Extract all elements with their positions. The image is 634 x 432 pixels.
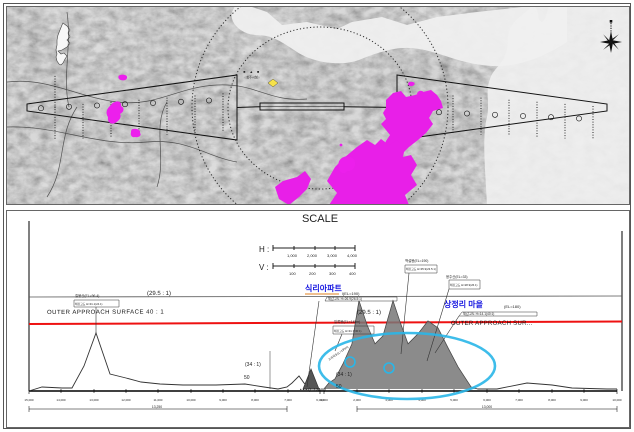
svg-text:9,000: 9,000 [219,398,227,402]
svg-text:체감고도 H=28.9(26.1): 체감고도 H=28.9(26.1) [450,283,478,287]
svg-text:체감고도 H=31.7(30:1): 체감고도 H=31.7(30:1) [334,329,362,333]
svg-text:칠봉산(EL=96.4): 칠봉산(EL=96.4) [75,293,99,298]
svg-text:OUTER APPROACH SUR...: OUTER APPROACH SUR... [451,321,533,327]
svg-text:10,000: 10,000 [612,398,622,402]
svg-text:11,000: 11,000 [154,398,163,402]
svg-text:15,000: 15,000 [24,398,34,402]
svg-text:V :: V : [259,263,269,272]
svg-text:6,000: 6,000 [483,398,491,402]
svg-text:8,000: 8,000 [548,398,556,402]
svg-text:2,000: 2,000 [353,398,361,402]
svg-text:○청주시청○: ○청주시청○ [244,75,260,80]
svg-text:체감고도 H=35.9(23.5:1): 체감고도 H=35.9(23.5:1) [406,267,436,271]
svg-text:(EL=180): (EL=180) [504,304,521,309]
svg-text:13,000: 13,000 [89,398,99,402]
svg-text:300: 300 [329,271,336,276]
svg-text:5,000: 5,000 [450,398,458,402]
svg-text:(34 : 1): (34 : 1) [245,362,261,368]
svg-text:8,000: 8,000 [251,398,259,402]
svg-text:■ ▲ ■: ■ ▲ ■ [243,70,260,74]
svg-text:OUTER APPROACH SURFACE 40: OUTER APPROACH SURFACE 40 : 1 [47,310,164,316]
svg-text:응주산(EL=33): 응주산(EL=33) [446,274,468,279]
svg-text:50: 50 [336,384,342,390]
svg-text:l(EL=190): l(EL=190) [342,291,360,296]
svg-text:2,000: 2,000 [307,253,318,258]
svg-text:1,000: 1,000 [320,398,328,402]
svg-text:H :: H : [259,245,269,254]
svg-text:(34 : 1): (34 : 1) [336,372,352,378]
svg-text:체감고도 H=26.9(26.5:1): 체감고도 H=26.9(26.5:1) [328,296,362,301]
svg-text:체감고도 H=31.1(24.1): 체감고도 H=31.1(24.1) [75,302,103,306]
svg-text:SCALE: SCALE [302,213,338,225]
svg-text:• • • (L,134m): • • • (L,134m) [300,387,326,392]
svg-text:50: 50 [244,375,250,381]
svg-text:(29.5 : 1): (29.5 : 1) [147,291,171,297]
svg-text:7,000: 7,000 [515,398,523,402]
svg-text:3,000: 3,000 [327,253,338,258]
svg-text:7,000: 7,000 [284,398,292,402]
svg-text:식리아파트: 식리아파트 [305,283,342,293]
svg-text:100: 100 [289,271,296,276]
svg-text:9,000: 9,000 [580,398,588,402]
svg-text:400: 400 [349,271,356,276]
svg-text:10,000: 10,000 [186,398,196,402]
svg-text:13,250: 13,250 [152,405,162,409]
svg-text:12,000: 12,000 [121,398,131,402]
svg-text:14,000: 14,000 [56,398,66,402]
svg-text:200: 200 [309,271,316,276]
svg-text:상정리 마을: 상정리 마을 [444,299,484,309]
svg-text:백설봉(EL=190): 백설봉(EL=190) [405,258,428,263]
svg-text:일록봉(EL=145m): 일록봉(EL=145m) [334,319,360,324]
svg-text:13,000: 13,000 [482,405,492,409]
svg-text:1,000: 1,000 [287,253,298,258]
svg-text:4,000: 4,000 [347,253,358,258]
svg-text:(29.5 : 1): (29.5 : 1) [357,310,381,316]
svg-text:체감고도 H=14.1(40:1): 체감고도 H=14.1(40:1) [463,311,494,316]
